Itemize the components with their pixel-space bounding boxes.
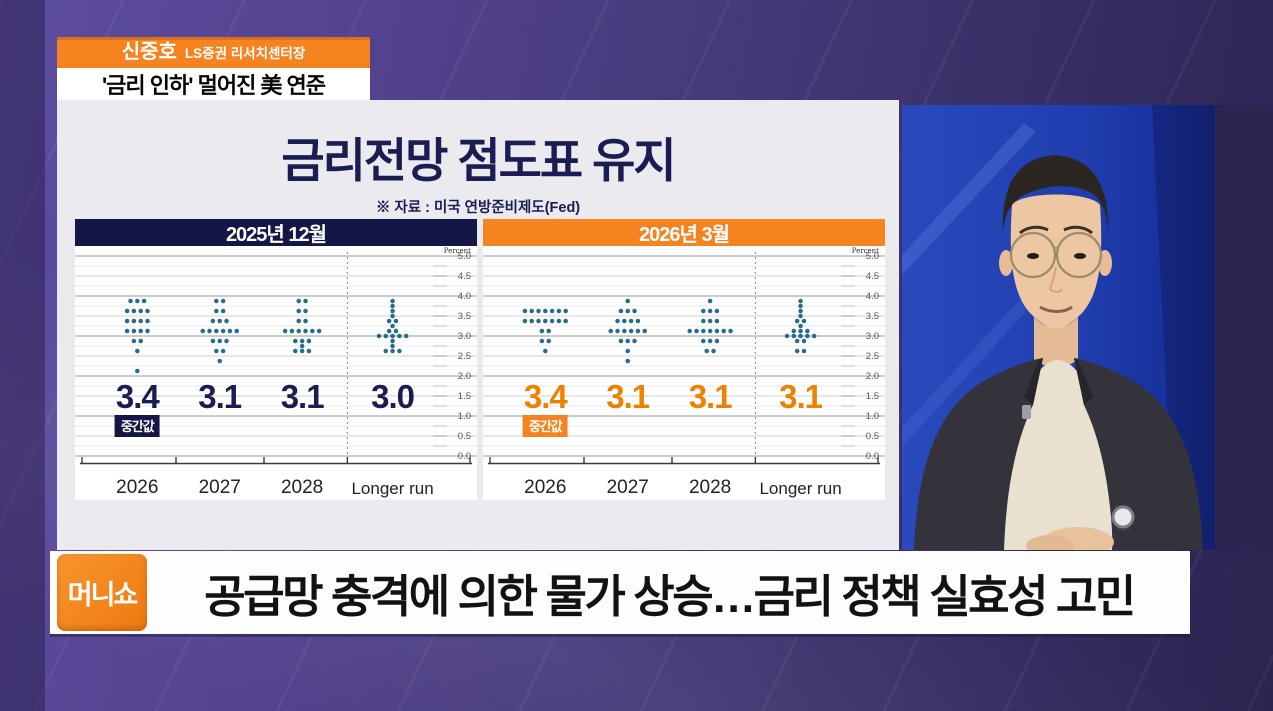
- studio-panel-light: [902, 123, 1036, 275]
- glasses-right-lens: [1055, 231, 1103, 279]
- dots-2026: [522, 308, 568, 354]
- ticker-headline: 공급망 충격에 의한 물가 상승…금리 정책 실효성 고민: [204, 571, 1136, 622]
- dots-Longer run: [784, 298, 817, 354]
- dots-2027: [200, 298, 239, 364]
- speaker-name: 신중호: [121, 41, 177, 63]
- x-label-2026: 2026: [116, 477, 159, 498]
- chart-panel: 금리전망 점도표 유지 ※ 자료 : 미국 연방준비제도(Fed) 2025년 …: [57, 100, 899, 550]
- svg-text:1.0: 1.0: [866, 411, 879, 422]
- chart-header: 2025년 12월: [75, 219, 477, 246]
- eye-right: [1074, 253, 1086, 259]
- svg-text:1.5: 1.5: [866, 391, 879, 402]
- dot-plot-2026-03: 2026년 3월 5.0 4.5 4.0 3.5 3.0 2.5 2.0 1.5 1.0 0.5 0.…: [483, 219, 885, 500]
- x-label-2027: 2027: [198, 477, 241, 498]
- analyst-illustration: [902, 105, 1215, 557]
- lapel-right: [1074, 358, 1093, 405]
- svg-text:4.0: 4.0: [866, 291, 879, 302]
- analyst-figure: [914, 155, 1203, 557]
- svg-text:4.0: 4.0: [458, 291, 471, 302]
- eye-left: [1027, 253, 1039, 259]
- svg-text:3.5: 3.5: [458, 311, 471, 322]
- dot-plot-svg: 5.0 4.5 4.0 3.5 3.0 2.5 2.0 1.5 1.0 0.5 0.0 Percent: [75, 247, 477, 465]
- jacket-right: [1074, 358, 1203, 550]
- svg-text:2.5: 2.5: [458, 351, 471, 362]
- x-axis-labels: 2026 2027 2028 Longer run: [75, 475, 477, 500]
- svg-text:4.5: 4.5: [458, 271, 471, 282]
- svg-text:3.0: 3.0: [458, 331, 471, 342]
- y-axis-unit-label: Percent: [852, 247, 879, 255]
- median-value-2028: 3.1: [688, 378, 733, 415]
- dot-plot-svg: 5.0 4.5 4.0 3.5 3.0 2.5 2.0 1.5 1.0 0.5 0.0 Percent: [483, 247, 885, 465]
- svg-text:1.5: 1.5: [458, 391, 471, 402]
- median-value-2026: 3.4: [115, 378, 160, 415]
- panel-title: 금리전망 점도표 유지: [281, 134, 676, 187]
- x-label-2028: 2028: [688, 477, 732, 498]
- svg-text:1.0: 1.0: [458, 411, 471, 422]
- dots-Longer run: [376, 298, 409, 354]
- topic-banner-text: '금리 인하' 멀어진 美 연준: [101, 73, 326, 98]
- svg-text:0.5: 0.5: [458, 431, 471, 442]
- x-label-2026: 2026: [524, 477, 567, 498]
- left-dark-strip: [0, 0, 45, 711]
- x-label-Longer run: Longer run: [351, 479, 434, 498]
- analyst-photo: [902, 105, 1215, 557]
- speaker-banner: 신중호 LS증권 리서치센터장: [57, 37, 370, 68]
- speaker-title: LS증권 리서치센터장: [184, 46, 306, 61]
- ear-left: [999, 250, 1013, 276]
- glasses-left-lens: [1009, 231, 1057, 279]
- svg-text:2.0: 2.0: [458, 371, 471, 382]
- svg-text:5.0: 5.0: [866, 251, 879, 262]
- svg-text:4.5: 4.5: [866, 271, 879, 282]
- chart-plot-area: 5.0 4.5 4.0 3.5 3.0 2.5 2.0 1.5 1.0 0.5 0.0 Percent…: [75, 246, 477, 475]
- median-value-Longer run: 3.1: [779, 378, 823, 415]
- lapel-left: [1024, 358, 1043, 405]
- charts-row: 2025년 12월 5.0 4.5 4.0 3.5 3.0 2.5 2.0 1.5 1.0 0.5 0…: [75, 219, 885, 500]
- eyebrow-left: [1019, 225, 1049, 235]
- median-value-2027: 3.1: [198, 378, 242, 415]
- svg-text:3.5: 3.5: [866, 311, 879, 322]
- dots-2028: [687, 298, 733, 354]
- topic-banner: '금리 인하' 멀어진 美 연준: [57, 68, 370, 100]
- svg-text:2.5: 2.5: [866, 351, 879, 362]
- x-label-2028: 2028: [280, 477, 324, 498]
- svg-text:3.0: 3.0: [866, 331, 879, 342]
- right-dark-strip: [1215, 105, 1273, 550]
- x-axis-labels: 2026 2027 2028 Longer run: [483, 475, 885, 500]
- dots-2028: [282, 298, 322, 354]
- dots-2027: [608, 298, 647, 364]
- svg-text:5.0: 5.0: [458, 251, 471, 262]
- panel-source: ※ 자료 : 미국 연방준비제도(Fed): [375, 200, 581, 216]
- mouth: [1039, 305, 1073, 313]
- median-value-2027: 3.1: [606, 378, 650, 415]
- channel-logo: 머니쇼: [57, 554, 147, 631]
- jacket-left: [914, 358, 1043, 550]
- chart-header: 2026년 3월: [483, 219, 885, 246]
- dots-2026: [124, 298, 150, 374]
- svg-text:0.0: 0.0: [866, 451, 879, 462]
- watch: [1111, 505, 1135, 529]
- median-badge: 중간값: [522, 415, 568, 437]
- chart-plot-area: 5.0 4.5 4.0 3.5 3.0 2.5 2.0 1.5 1.0 0.5 0.0 Percent…: [483, 246, 885, 475]
- svg-text:2.0: 2.0: [866, 371, 879, 382]
- svg-text:0.0: 0.0: [458, 451, 471, 462]
- eyebrow-right: [1063, 225, 1093, 235]
- x-label-Longer run: Longer run: [759, 479, 842, 498]
- median-value-2028: 3.1: [280, 378, 325, 415]
- lapel-mic: [1022, 405, 1031, 419]
- median-value-2026: 3.4: [523, 378, 568, 415]
- y-axis-unit-label: Percent: [444, 247, 471, 255]
- studio-shadow: [1152, 105, 1215, 550]
- dot-plot-2025-12: 2025년 12월 5.0 4.5 4.0 3.5 3.0 2.5 2.0 1.5 1.0 0.5 0…: [75, 219, 477, 500]
- median-value-Longer run: 3.0: [371, 378, 415, 415]
- neck: [1034, 317, 1078, 367]
- svg-text:0.5: 0.5: [866, 431, 879, 442]
- hair: [1002, 155, 1109, 235]
- ticker-band: 머니쇼 공급망 충격에 의한 물가 상승…금리 정책 실효성 고민: [50, 551, 1190, 634]
- median-badge: 중간값: [114, 415, 160, 437]
- x-label-2027: 2027: [606, 477, 649, 498]
- studio-panel-light-2: [902, 263, 1062, 447]
- nose: [1048, 266, 1063, 293]
